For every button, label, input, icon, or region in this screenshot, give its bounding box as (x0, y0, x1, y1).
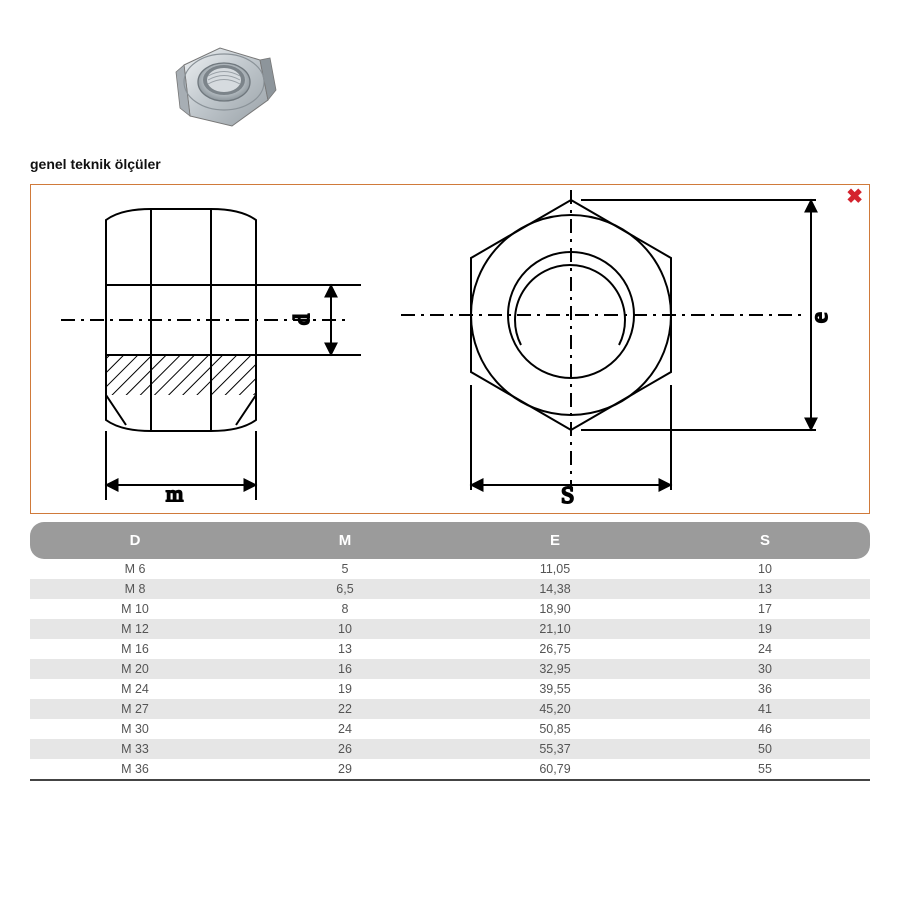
table-cell: M 27 (30, 699, 240, 719)
table-cell: 41 (660, 699, 870, 719)
table-cell: 46 (660, 719, 870, 739)
table-row: M 121021,1019 (30, 619, 870, 639)
table-cell: 32,95 (450, 659, 660, 679)
close-icon[interactable]: ✖ (846, 187, 863, 207)
table-cell: 29 (240, 759, 450, 780)
table-cell: 10 (240, 619, 450, 639)
dim-label-d: d (289, 314, 314, 325)
table-cell: 45,20 (450, 699, 660, 719)
table-cell: 19 (240, 679, 450, 699)
section-title: genel teknik ölçüler (30, 156, 870, 172)
table-cell: 36 (660, 679, 870, 699)
table-row: M 201632,9530 (30, 659, 870, 679)
table-cell: M 16 (30, 639, 240, 659)
table-cell: 18,90 (450, 599, 660, 619)
table-cell: 26 (240, 739, 450, 759)
table-row: M 86,514,3813 (30, 579, 870, 599)
table-cell: 10 (660, 559, 870, 579)
table-cell: M 8 (30, 579, 240, 599)
table-cell: 60,79 (450, 759, 660, 780)
table-cell: 5 (240, 559, 450, 579)
dim-label-m: m (166, 481, 183, 506)
table-cell: 39,55 (450, 679, 660, 699)
technical-diagram-box: ✖ (30, 184, 870, 514)
col-header-m: M (240, 522, 450, 559)
table-row: M 362960,7955 (30, 759, 870, 780)
table-cell: 13 (240, 639, 450, 659)
table-cell: M 20 (30, 659, 240, 679)
table-cell: 24 (240, 719, 450, 739)
table-cell: 11,05 (450, 559, 660, 579)
col-header-s: S (660, 522, 870, 559)
table-cell: 6,5 (240, 579, 450, 599)
col-header-e: E (450, 522, 660, 559)
table-cell: M 24 (30, 679, 240, 699)
table-cell: 14,38 (450, 579, 660, 599)
table-cell: 30 (660, 659, 870, 679)
table-row: M 272245,2041 (30, 699, 870, 719)
table-cell: 22 (240, 699, 450, 719)
table-cell: M 36 (30, 759, 240, 780)
table-cell: M 10 (30, 599, 240, 619)
table-cell: 55 (660, 759, 870, 780)
col-header-d: D (30, 522, 240, 559)
table-cell: 50 (660, 739, 870, 759)
table-row: M 161326,7524 (30, 639, 870, 659)
dim-label-s: S (561, 483, 574, 509)
table-cell: 8 (240, 599, 450, 619)
dimensions-table: D M E S M 6511,0510M 86,514,3813M 10818,… (30, 522, 870, 781)
table-cell: M 12 (30, 619, 240, 639)
table-cell: 50,85 (450, 719, 660, 739)
table-cell: M 6 (30, 559, 240, 579)
table-row: M 332655,3750 (30, 739, 870, 759)
table-cell: 19 (660, 619, 870, 639)
table-cell: 16 (240, 659, 450, 679)
table-row: M 241939,5536 (30, 679, 870, 699)
table-row: M 302450,8546 (30, 719, 870, 739)
table-cell: 13 (660, 579, 870, 599)
table-row: M 6511,0510 (30, 559, 870, 579)
table-cell: 17 (660, 599, 870, 619)
technical-diagram: d m S (31, 185, 869, 513)
table-cell: M 33 (30, 739, 240, 759)
table-cell: M 30 (30, 719, 240, 739)
hex-nut-photo (150, 30, 290, 145)
table-header-row: D M E S (30, 522, 870, 559)
table-cell: 21,10 (450, 619, 660, 639)
table-cell: 55,37 (450, 739, 660, 759)
dim-label-e: e (807, 312, 833, 323)
table-cell: 26,75 (450, 639, 660, 659)
table-cell: 24 (660, 639, 870, 659)
table-row: M 10818,9017 (30, 599, 870, 619)
nut-photo-region (30, 20, 870, 150)
